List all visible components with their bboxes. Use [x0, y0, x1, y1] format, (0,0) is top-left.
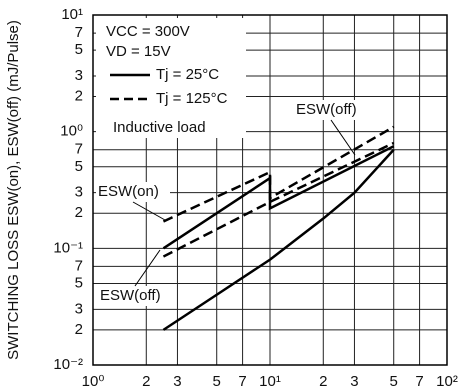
y-tick-label: 10¹ — [61, 6, 83, 23]
annotation-arrow — [330, 119, 356, 156]
x-tick-label: 10¹ — [259, 373, 281, 390]
legend-box — [96, 18, 246, 138]
x-tick-label: 3 — [350, 373, 358, 390]
annotation-arrow — [134, 249, 161, 287]
y-axis-label: SWITCHING LOSS ESW(on), ESW(off) (mJ/Pul… — [5, 20, 22, 360]
y-tick-label: 5 — [75, 158, 83, 175]
x-tick-label: 10⁰ — [82, 373, 105, 390]
legend-label: Tj = 125°C — [156, 90, 228, 107]
x-tick-label: 5 — [213, 373, 221, 390]
y-tick-label: 7 — [75, 257, 83, 274]
y-tick-label: 5 — [75, 274, 83, 291]
annotation: ESW(off) — [296, 101, 357, 118]
annotation-arrow — [132, 201, 166, 221]
y-tick-label: 2 — [75, 321, 83, 338]
annotation: ESW(on) — [98, 183, 159, 200]
x-tick-label: 10² — [436, 373, 458, 390]
y-tick-label: 2 — [75, 204, 83, 221]
y-tick-label: 7 — [75, 141, 83, 158]
condition-label: VD = 15V — [106, 43, 171, 60]
annotation: ESW(off) — [100, 287, 161, 304]
annotation-box — [96, 182, 170, 202]
plot-frame — [92, 14, 448, 366]
series-line — [162, 141, 395, 258]
y-tick-label: 3 — [75, 67, 83, 84]
series-line — [162, 148, 395, 331]
y-tick-label: 5 — [75, 41, 83, 58]
y-tick-label: 10⁻² — [53, 356, 83, 373]
x-tick-label: 7 — [415, 373, 423, 390]
y-tick-label: 3 — [75, 300, 83, 317]
y-tick-label: 2 — [75, 88, 83, 105]
x-tick-label: 7 — [238, 373, 246, 390]
annotation-box — [98, 286, 172, 306]
x-tick-label: 3 — [173, 373, 181, 390]
y-tick-label: 10⁰ — [60, 123, 83, 140]
y-tick-label: 7 — [75, 24, 83, 41]
series-line — [162, 125, 395, 223]
condition-label: VCC = 300V — [106, 23, 190, 40]
condition-label: Inductive load — [113, 119, 206, 136]
x-tick-label: 2 — [319, 373, 327, 390]
x-tick-label: 2 — [142, 373, 150, 390]
x-tick-label: 5 — [390, 373, 398, 390]
y-tick-label: 3 — [75, 184, 83, 201]
annotation-box — [294, 100, 368, 120]
legend-label: Tj = 25°C — [156, 66, 219, 83]
y-tick-label: 10⁻¹ — [53, 239, 83, 256]
